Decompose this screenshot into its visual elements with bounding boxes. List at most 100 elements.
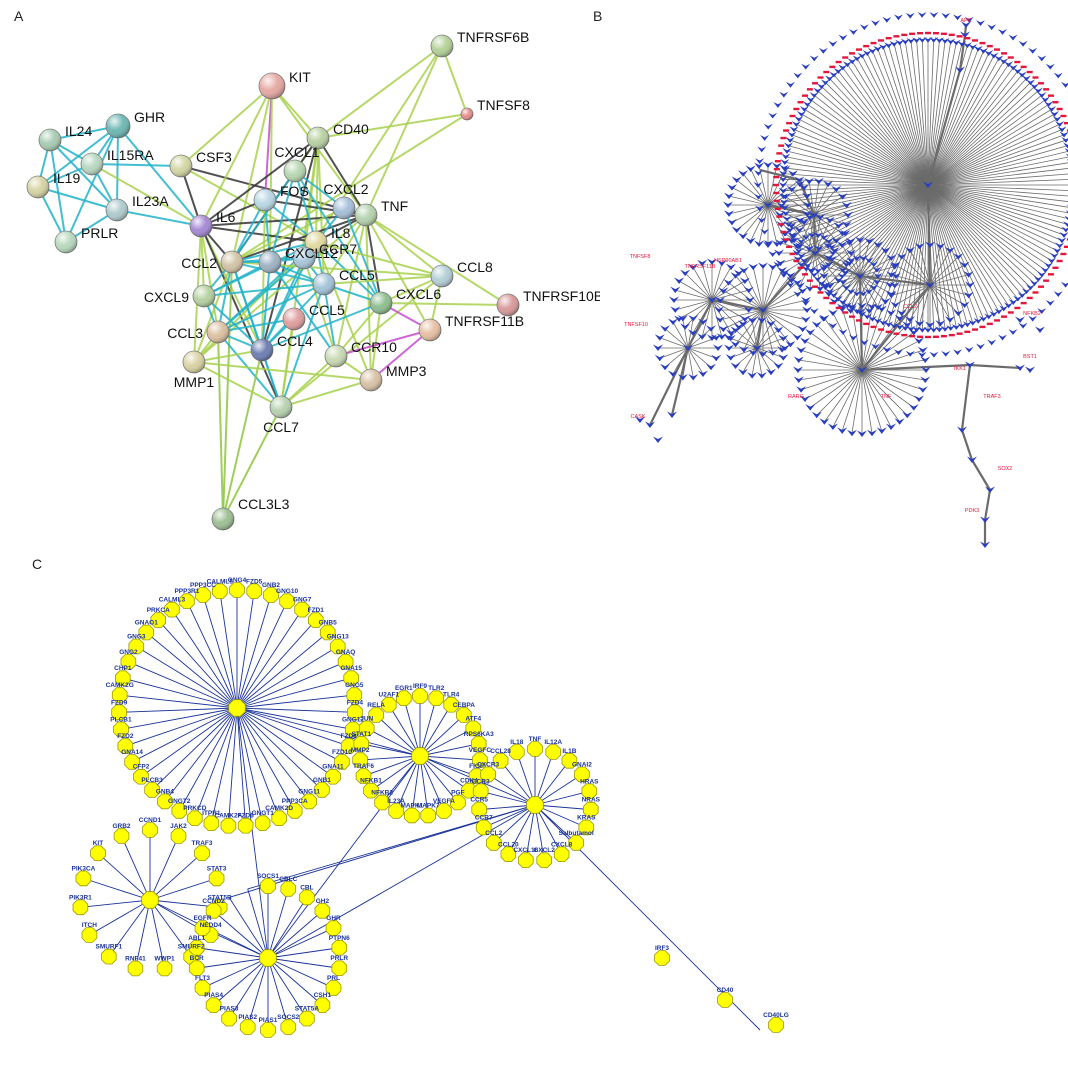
network-b-edge bbox=[927, 184, 1046, 271]
node-sphere-highlight bbox=[259, 73, 285, 99]
network-b-edge bbox=[767, 204, 786, 242]
network-c-label: TLR2 bbox=[428, 685, 445, 692]
node-ghr[interactable]: GHR bbox=[105, 109, 165, 139]
network-b-node bbox=[884, 42, 894, 49]
network-c-edge bbox=[149, 899, 192, 957]
node-cxcl6[interactable]: CXCL6 bbox=[369, 286, 441, 315]
node-ccl4[interactable]: CCL4 bbox=[250, 333, 313, 362]
network-c-label: PLCB3 bbox=[141, 777, 163, 784]
network-c-edge bbox=[534, 804, 591, 811]
network-c-node bbox=[508, 744, 525, 760]
node-mmp3[interactable]: MMP3 bbox=[359, 363, 427, 392]
network-b-edge bbox=[899, 42, 929, 186]
network-c-label: PIAS4 bbox=[204, 992, 223, 999]
network-b-edge bbox=[762, 309, 774, 353]
network-b-label-mark bbox=[893, 35, 900, 38]
node-kit[interactable]: KIT bbox=[258, 69, 311, 100]
network-b-node bbox=[716, 259, 727, 267]
node-il24[interactable]: IL24 bbox=[38, 123, 92, 152]
network-c-node bbox=[314, 782, 330, 798]
network-c-edge bbox=[534, 804, 563, 855]
node-ccl3[interactable]: CCL3 bbox=[167, 320, 230, 344]
network-b-edge bbox=[672, 321, 689, 349]
node-tnfsf8[interactable]: TNFSF8 bbox=[460, 97, 530, 121]
node-tnfrsf11b[interactable]: TNFRSF11B bbox=[418, 313, 524, 342]
node-prlr[interactable]: PRLR bbox=[54, 225, 118, 254]
node-tnf[interactable]: TNF bbox=[354, 198, 408, 227]
edge-CCL7-CCL3L3 bbox=[222, 406, 282, 520]
network-b-node bbox=[963, 271, 974, 278]
node-ccr7[interactable]: CCR7 bbox=[292, 241, 357, 270]
network-b-node bbox=[855, 272, 865, 279]
node-il8[interactable]: IL8 bbox=[304, 225, 351, 254]
node-il6[interactable]: IL6 bbox=[189, 209, 236, 238]
network-c-label: GRB2 bbox=[112, 823, 130, 830]
node-cxcl2[interactable]: CXCL2 bbox=[323, 181, 369, 220]
network-b-node bbox=[994, 308, 1004, 315]
node-fos[interactable]: FOS bbox=[253, 183, 309, 212]
node-cd40[interactable]: CD40 bbox=[306, 121, 369, 150]
network-c-node bbox=[260, 1022, 276, 1038]
network-b-edge bbox=[762, 252, 816, 311]
network-b-node bbox=[1008, 64, 1018, 71]
network-b-label-mark bbox=[1032, 291, 1039, 294]
node-ccl7[interactable]: CCL7 bbox=[263, 395, 299, 435]
network-c-label: GNA15 bbox=[340, 665, 362, 672]
node-mmp1[interactable]: MMP1 bbox=[174, 350, 215, 390]
network-b-label-mark bbox=[823, 70, 830, 74]
network-b-node bbox=[945, 316, 955, 323]
network-c-label: STAT5A bbox=[295, 1006, 320, 1013]
network-c-hub-node bbox=[259, 949, 277, 967]
node-tnfrsf10b[interactable]: TNFRSF10B bbox=[496, 288, 600, 317]
network-b-node bbox=[827, 256, 837, 262]
network-c-node bbox=[380, 696, 397, 713]
network-b-node bbox=[1008, 34, 1018, 41]
network-c-label: PPP3CA bbox=[282, 798, 308, 805]
network-b-edge bbox=[927, 184, 1068, 202]
node-ccl5[interactable]: CCL5 bbox=[282, 302, 345, 331]
network-b-node bbox=[660, 325, 671, 332]
network-b-node bbox=[794, 176, 805, 184]
network-b-node bbox=[757, 217, 767, 224]
network-b-label-mark bbox=[773, 191, 780, 195]
network-c-edge bbox=[236, 707, 310, 802]
network-b-node bbox=[843, 211, 853, 218]
network-b-node bbox=[1052, 116, 1062, 122]
node-label: CCL5 bbox=[309, 302, 345, 318]
node-label: CCL8 bbox=[457, 259, 493, 275]
node-ccr10[interactable]: CCR10 bbox=[324, 339, 397, 368]
panel-label-a: A bbox=[14, 8, 24, 24]
node-cxcl12[interactable]: CXCL12 bbox=[258, 245, 338, 274]
node-ccl8[interactable]: CCL8 bbox=[430, 259, 493, 288]
network-b-node bbox=[968, 319, 978, 326]
network-b-label-mark bbox=[1014, 60, 1021, 64]
network-b-node bbox=[763, 239, 773, 246]
network-b-edge bbox=[927, 184, 1005, 309]
node-tnfrsf6b[interactable]: TNFRSF6B bbox=[430, 29, 529, 58]
network-c-edge bbox=[236, 707, 280, 819]
network-b-edge bbox=[750, 204, 769, 242]
network-c-node bbox=[195, 587, 211, 603]
network-c-label: PRLR bbox=[330, 955, 348, 962]
network-b-node bbox=[845, 237, 856, 245]
network-c-node bbox=[124, 754, 140, 770]
network-b-label-mark bbox=[940, 334, 947, 338]
node-ccl5[interactable]: CCL5 bbox=[312, 267, 375, 296]
node-cxcl9[interactable]: CXCL9 bbox=[144, 284, 216, 308]
network-c-edge bbox=[267, 957, 323, 1006]
network-c-label: GNG12 bbox=[342, 716, 364, 723]
node-ccl2[interactable]: CCL2 bbox=[181, 250, 244, 274]
network-c-node bbox=[346, 687, 363, 703]
node-il23a[interactable]: IL23A bbox=[105, 193, 169, 222]
node-cxcl1[interactable]: CXCL1 bbox=[274, 144, 320, 183]
node-il15ra[interactable]: IL15RA bbox=[80, 147, 154, 176]
network-b-node bbox=[987, 339, 997, 346]
node-csf3[interactable]: CSF3 bbox=[169, 149, 232, 178]
node-il19[interactable]: IL19 bbox=[26, 170, 80, 199]
network-b-edge bbox=[927, 118, 1058, 186]
node-ccl3l3[interactable]: CCL3L3 bbox=[211, 496, 290, 531]
network-b-node bbox=[787, 170, 798, 177]
network-b-label-mark bbox=[1007, 311, 1014, 314]
network-b-label-mark bbox=[940, 32, 947, 36]
network-c-label: CALML5 bbox=[207, 578, 234, 585]
